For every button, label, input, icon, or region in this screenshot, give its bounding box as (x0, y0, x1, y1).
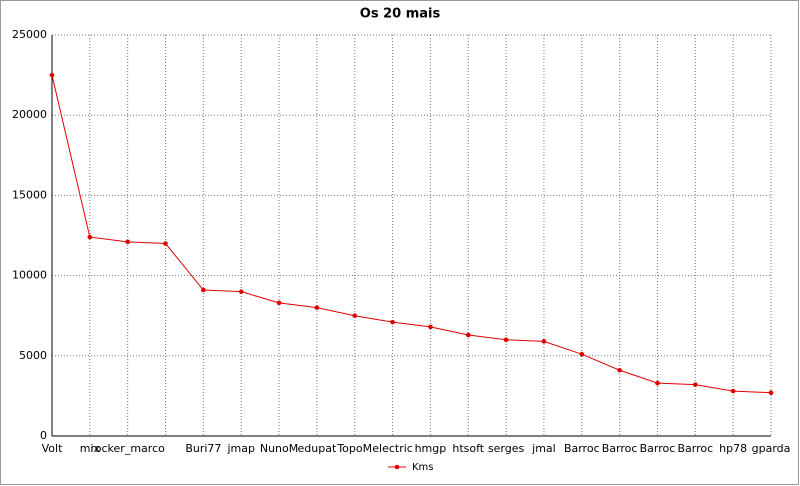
data-point (390, 319, 395, 325)
data-point (768, 390, 774, 395)
x-tick-label: mix (80, 442, 101, 455)
y-tick-label: 20000 (12, 108, 47, 121)
data-point (201, 287, 206, 293)
y-tick-label: 10000 (12, 269, 47, 282)
x-tick-label: Volt (42, 442, 63, 455)
data-point (503, 337, 509, 343)
legend-marker (394, 464, 400, 470)
x-tick-label: htsoft (452, 442, 484, 455)
x-tick-label: jmal (531, 442, 556, 455)
series-line (51, 74, 772, 394)
x-tick-label: electric (372, 442, 413, 455)
x-tick-label: hp78 (719, 442, 747, 455)
data-point (125, 239, 130, 245)
x-tick-label: gparda (752, 442, 791, 455)
x-tick-label: Barroc (602, 442, 638, 455)
x-tick-label: rocker_marco (91, 442, 166, 455)
y-tick-label: 5000 (19, 349, 47, 362)
x-tick-label: hmgp (415, 442, 447, 455)
x-tick-label: Barroc (677, 442, 713, 455)
y-tick-label: 25000 (12, 28, 47, 41)
data-point (579, 351, 585, 357)
data-point (87, 234, 93, 240)
data-point (541, 339, 547, 344)
x-tick-label: NunoM (260, 442, 298, 455)
x-tick-label: serges (488, 442, 525, 455)
x-tick-label: Buri77 (185, 442, 221, 455)
data-point (693, 382, 698, 387)
data-point (730, 388, 736, 394)
y-tick-label: 0 (40, 429, 47, 442)
data-point (314, 305, 320, 310)
data-point (428, 324, 433, 330)
x-tick-label: TopoM (336, 442, 372, 455)
chart-title: Os 20 mais (360, 7, 441, 22)
y-tick-label: 15000 (12, 188, 47, 201)
legend-label: Kms (412, 462, 434, 473)
data-point (276, 300, 282, 306)
data-point (352, 313, 358, 319)
data-point (49, 72, 55, 78)
x-tick-label: edupat (298, 442, 337, 455)
x-tick-label: Barroc (640, 442, 676, 455)
data-point (238, 289, 244, 294)
x-tick-label: Barroc (564, 442, 600, 455)
data-point (465, 332, 471, 338)
data-point (617, 367, 622, 373)
data-point (655, 380, 660, 386)
data-point (163, 241, 168, 246)
x-tick-label: jmap (226, 442, 255, 455)
